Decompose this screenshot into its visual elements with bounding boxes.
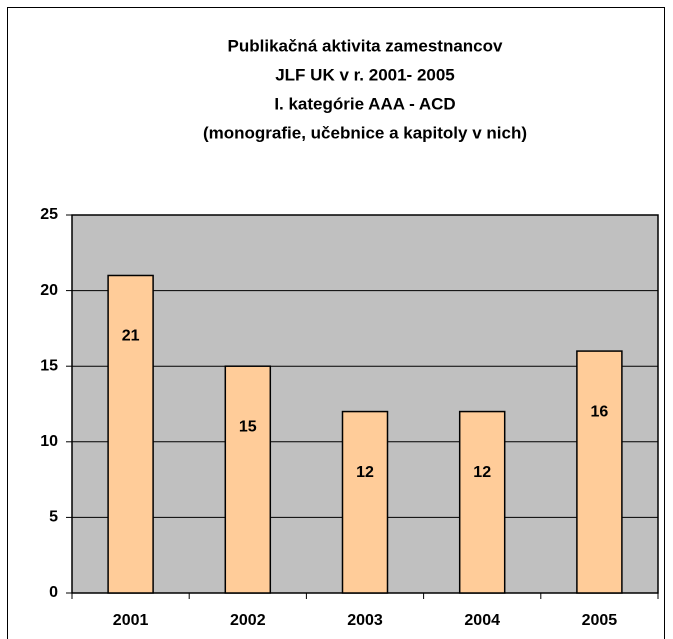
data-label: 16 bbox=[591, 403, 609, 420]
bar bbox=[458, 410, 506, 594]
data-label: 12 bbox=[473, 464, 491, 481]
bar bbox=[107, 274, 154, 594]
y-tick-label: 20 bbox=[40, 282, 58, 299]
x-tick-label: 2005 bbox=[582, 612, 618, 629]
chart-title: JLF UK v r. 2001- 2005 bbox=[275, 65, 455, 84]
x-tick-label: 2001 bbox=[113, 612, 149, 629]
chart-title: I. kategórie AAA - ACD bbox=[274, 94, 455, 113]
bar bbox=[576, 350, 623, 594]
data-label: 21 bbox=[122, 328, 140, 345]
y-tick-label: 15 bbox=[40, 357, 58, 374]
x-tick-label: 2004 bbox=[464, 612, 500, 629]
x-tick-label: 2002 bbox=[230, 612, 266, 629]
x-tick-label: 2003 bbox=[347, 612, 383, 629]
bar bbox=[341, 410, 389, 594]
y-tick-label: 5 bbox=[49, 509, 58, 526]
chart-title: Publikačná aktivita zamestnancov bbox=[228, 36, 503, 55]
bar bbox=[224, 365, 272, 594]
y-tick-label: 0 bbox=[49, 584, 58, 601]
chart-title: (monografie, učebnice a kapitoly v nich) bbox=[203, 123, 527, 142]
data-label: 15 bbox=[239, 418, 257, 435]
data-label: 12 bbox=[356, 464, 374, 481]
y-tick-label: 25 bbox=[40, 206, 58, 223]
y-tick-label: 10 bbox=[40, 433, 58, 450]
